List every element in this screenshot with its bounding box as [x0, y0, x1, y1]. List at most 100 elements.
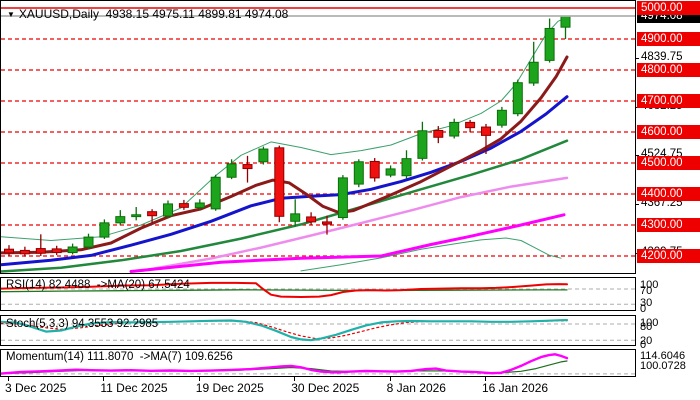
price-level-badge: 4200.00 [637, 249, 700, 263]
candle-body [465, 121, 476, 129]
ma-violet-line [139, 176, 569, 273]
date-label: 16 Jan 2026 [482, 381, 549, 395]
candle-body [322, 221, 332, 225]
candle-body [115, 216, 126, 224]
ma-mid-line [1, 95, 569, 267]
rsi-canvas [1, 281, 635, 305]
ma-slow-line [1, 139, 569, 273]
price-level-badge: 4400.00 [637, 187, 700, 201]
price-level-badge: 4300.00 [637, 218, 700, 232]
candle-body [337, 177, 348, 219]
price-tick-label: 4839.75 [641, 50, 683, 63]
quote-close: 4974.08 [244, 7, 289, 21]
rsi-panel[interactable] [0, 277, 636, 311]
momentum-label: Momentum(14) 111.8070 ->MA(7) 109.6256 [6, 351, 233, 363]
candle-body [258, 148, 269, 163]
price-level-badge: 4800.00 [637, 63, 700, 77]
candle-body [433, 129, 444, 138]
date-label: 8 Jan 2026 [386, 381, 446, 395]
indicator-axis-label: 100 [640, 316, 659, 329]
candle-body [163, 203, 173, 217]
momentum-panel[interactable] [0, 349, 636, 377]
indicator-axis-label: 80 [640, 321, 653, 333]
band-upper-line [1, 16, 568, 241]
indicator-axis-label: 114.6046 [640, 350, 686, 362]
price-level-badge: 5000.00 [637, 1, 700, 15]
indicator-axis-label: 0 [640, 303, 647, 315]
time-axis[interactable]: 3 Dec 2025 11 Dec 2025 19 Dec 2025 30 Dec 2… [0, 376, 700, 400]
price-level-badge: 4700.00 [637, 94, 700, 108]
band-lower-line [300, 237, 562, 272]
price-level-badge: 4500.00 [637, 156, 700, 170]
indicator-axis-label: 100.0728 [640, 360, 686, 372]
price-tick [635, 155, 639, 157]
candle-body [369, 160, 380, 179]
quote-open: 4938.15 [105, 7, 149, 21]
candle-body [274, 147, 285, 217]
candle-body [147, 211, 158, 217]
date-tick [294, 377, 296, 381]
stochastic-panel[interactable] [0, 315, 636, 346]
stoch-k-line [1, 318, 569, 342]
candle-body [544, 27, 555, 61]
quote-symbol: XAUUSD,Daily [18, 7, 99, 21]
date-tick [8, 377, 9, 381]
candle-body [401, 158, 412, 177]
quote-low: 4899.81 [198, 7, 242, 21]
candle-body [496, 109, 507, 126]
candle-body [385, 168, 396, 176]
price-level-badge: 4600.00 [637, 125, 700, 139]
date-tick [198, 377, 200, 381]
candle-body [417, 130, 428, 159]
candle-body [512, 82, 523, 115]
date-tick [389, 377, 391, 381]
price-axis[interactable]: 4839.754682.254524.754367.254209.754974.… [635, 0, 700, 400]
candle-body [528, 61, 539, 84]
rsi-ma-line [1, 289, 568, 293]
candle-body [449, 121, 460, 137]
stochastic-label: Stoch(5,3,3) 94.3553 92.2985 [6, 318, 159, 330]
candle-body [83, 236, 94, 248]
candle-body [210, 176, 221, 210]
candle-body [19, 249, 30, 255]
candle-body [4, 248, 14, 254]
date-label: 11 Dec 2025 [100, 381, 168, 395]
candle-body [35, 248, 46, 254]
candle-body [131, 214, 142, 218]
momentum-canvas [1, 353, 635, 375]
indicator-axis-label: 20 [640, 334, 653, 347]
rsi-line [1, 281, 568, 298]
quote-high: 4975.11 [152, 7, 195, 21]
candle-body [290, 213, 301, 222]
quote-line: ▼ XAUUSD,Daily 4938.15 4975.11 4899.81 49… [7, 7, 288, 21]
candle-body [226, 163, 237, 178]
price-tick [635, 204, 639, 206]
main-chart-canvas [1, 7, 635, 273]
candle-body [560, 15, 571, 28]
stoch-d-line [1, 320, 568, 340]
price-tick [635, 57, 639, 59]
candle-body [353, 161, 364, 185]
rsi-label: RSI(14) 82.4488 ->MA(20) 67.5424 [6, 279, 190, 291]
momentum-line [1, 353, 569, 375]
stochastic-canvas [1, 318, 635, 342]
indicator-axis-label: 100 [640, 279, 659, 291]
indicator-axis-label: 30 [640, 297, 653, 309]
quote-toggle-icon[interactable]: ▼ [7, 10, 15, 19]
candle-body [242, 164, 253, 170]
candle-body [178, 203, 189, 208]
date-label: 19 Dec 2025 [195, 381, 264, 395]
ma-magenta-line [129, 213, 566, 273]
indicator-axis-label: 70 [640, 285, 653, 297]
indicator-axis-label: 0 [640, 339, 647, 351]
candle-body [306, 216, 317, 223]
main-chart-panel[interactable] [0, 0, 636, 274]
price-level-badge: 4900.00 [637, 32, 700, 46]
candle-body [194, 202, 205, 209]
candle-body [67, 246, 78, 254]
date-tick [485, 377, 486, 381]
candle-body [481, 126, 491, 136]
candle-body [99, 222, 110, 238]
date-label: 3 Dec 2025 [5, 381, 67, 395]
